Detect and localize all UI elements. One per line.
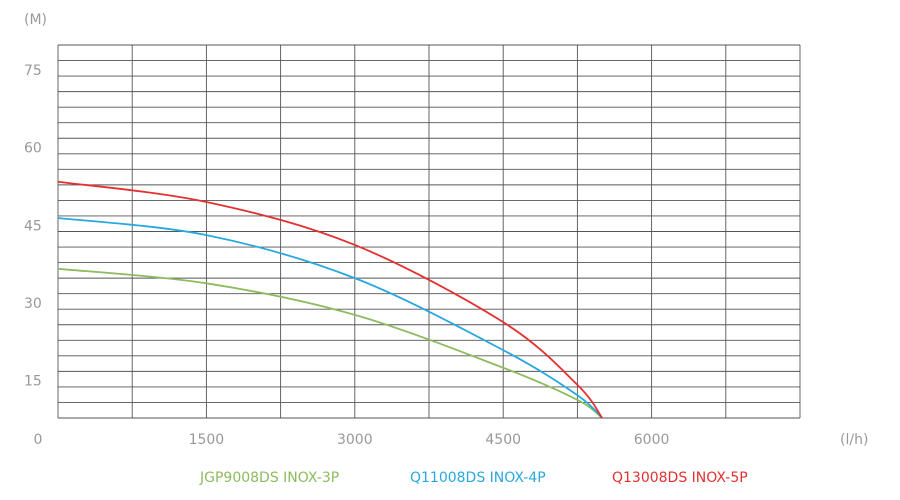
legend-entry: Q13008DS INOX-5P (612, 470, 748, 486)
x-tick-label: 0 (34, 432, 43, 448)
y-tick-label: 30 (24, 296, 42, 312)
curve (57, 267, 603, 419)
x-axis-label: (l/h) (840, 432, 868, 448)
x-tick-label: 3000 (337, 432, 373, 448)
y-tick-label: 45 (24, 218, 42, 234)
curve (57, 217, 603, 419)
x-tick-label: 4500 (485, 432, 521, 448)
y-tick-label: 60 (24, 141, 42, 157)
legend-entry: JGP9008DS INOX-3P (199, 470, 339, 486)
curve (57, 180, 603, 419)
x-tick-label: 6000 (634, 432, 670, 448)
y-tick-label: 75 (24, 63, 42, 79)
legend-entry: Q11008DS INOX-4P (410, 470, 546, 486)
x-tick-label: 1500 (189, 432, 225, 448)
y-tick-label: 15 (24, 374, 42, 390)
y-axis-label: (M) (24, 12, 47, 28)
